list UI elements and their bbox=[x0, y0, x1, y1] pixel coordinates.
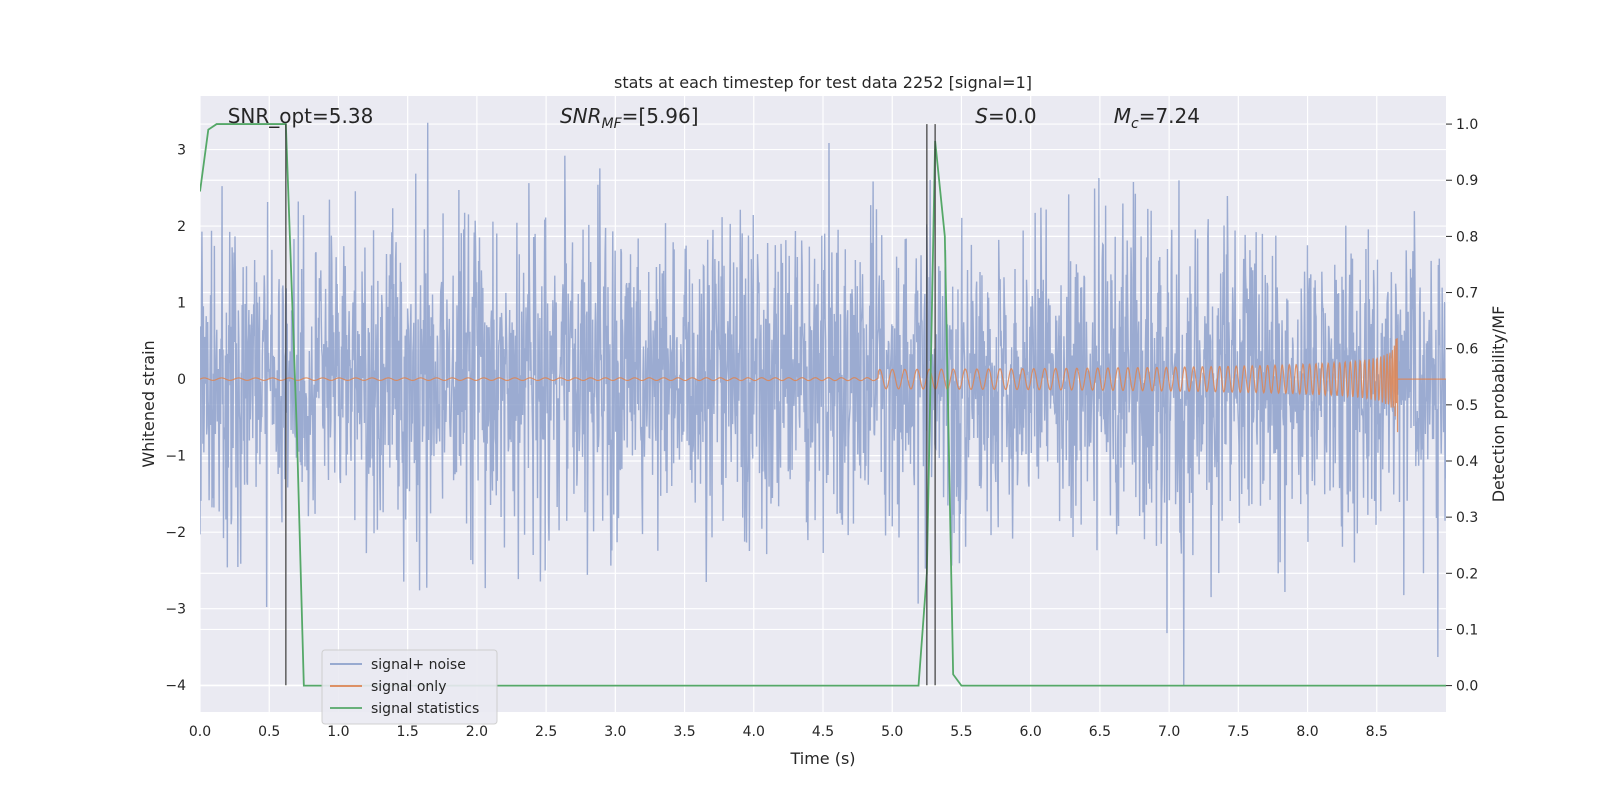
y-right-tick-label: 0.9 bbox=[1456, 173, 1478, 189]
y-right-tick-label: 0.5 bbox=[1456, 398, 1478, 414]
legend-label-statistics: signal statistics bbox=[371, 701, 479, 717]
y-axis-ticks: 3 2 1 0 −1 −2 −3 −4 bbox=[165, 143, 186, 695]
x-tick-label: 3.5 bbox=[673, 724, 695, 740]
y-tick-label: −4 bbox=[165, 678, 186, 694]
y-right-axis-label: Detection probability/MF bbox=[1489, 306, 1508, 503]
legend-label-noise: signal+ noise bbox=[371, 657, 466, 673]
x-tick-label: 0.0 bbox=[189, 724, 211, 740]
annotation-0: SNR_opt=5.38 bbox=[228, 104, 374, 128]
series-signal-noise bbox=[200, 122, 1446, 686]
annotation-2: S=0.0 bbox=[975, 104, 1036, 128]
y-axis-label: Whitened strain bbox=[139, 340, 158, 467]
y-tick-label: 1 bbox=[177, 296, 186, 312]
x-tick-label: 2.5 bbox=[535, 724, 557, 740]
vertical-lines bbox=[285, 124, 936, 686]
x-tick-label: 6.0 bbox=[1020, 724, 1042, 740]
y-right-tick-label: 0.8 bbox=[1456, 229, 1478, 245]
x-tick-label: 6.5 bbox=[1089, 724, 1111, 740]
y-right-tick-label: 0.3 bbox=[1456, 510, 1478, 526]
annotation-3: Mc=7.24 bbox=[1114, 104, 1200, 132]
y-tick-label: 0 bbox=[177, 372, 186, 388]
y-tick-label: 2 bbox=[177, 219, 186, 235]
series-signal-only bbox=[200, 338, 1446, 433]
x-tick-label: 8.5 bbox=[1366, 724, 1388, 740]
y-right-tick-label: 1.0 bbox=[1456, 117, 1478, 133]
chart-title: stats at each timestep for test data 225… bbox=[614, 73, 1032, 92]
y-tick-label: −2 bbox=[165, 525, 186, 541]
x-tick-label: 0.5 bbox=[258, 724, 280, 740]
y-right-tick-label: 0.1 bbox=[1456, 622, 1478, 638]
y-right-tick-label: 0.0 bbox=[1456, 679, 1478, 695]
legend-box bbox=[321, 649, 498, 725]
legend-label-signal: signal only bbox=[371, 679, 446, 695]
y-tick-label: 3 bbox=[177, 143, 186, 159]
y-right-axis-ticks: 1.0 0.9 0.8 0.7 0.6 0.5 0.4 0.3 0.2 0.1 0.0 bbox=[1446, 117, 1478, 695]
legend: signal+ noise signal only signal statist… bbox=[321, 649, 498, 725]
y-tick-label: −1 bbox=[165, 449, 186, 465]
y-right-tick-label: 0.7 bbox=[1456, 286, 1478, 302]
annotations: SNR_opt=5.38 SNRMF=[5.96] S=0.0 Mc=7.24 bbox=[228, 104, 1200, 132]
x-tick-label: 3.0 bbox=[604, 724, 626, 740]
x-axis-label: Time (s) bbox=[789, 749, 855, 768]
y-tick-label: −3 bbox=[165, 602, 186, 618]
y-right-tick-label: 0.2 bbox=[1456, 566, 1478, 582]
x-tick-label: 7.0 bbox=[1158, 724, 1180, 740]
x-tick-label: 5.5 bbox=[950, 724, 972, 740]
y-right-tick-label: 0.4 bbox=[1456, 454, 1478, 470]
y-right-tick-label: 0.6 bbox=[1456, 342, 1478, 358]
annotation-1: SNRMF=[5.96] bbox=[560, 104, 699, 132]
x-tick-label: 4.5 bbox=[812, 724, 834, 740]
x-tick-label: 1.0 bbox=[327, 724, 349, 740]
x-tick-label: 4.0 bbox=[743, 724, 765, 740]
x-tick-label: 8.0 bbox=[1296, 724, 1318, 740]
x-tick-label: 5.0 bbox=[881, 724, 903, 740]
x-tick-label: 1.5 bbox=[397, 724, 419, 740]
x-tick-label: 7.5 bbox=[1227, 724, 1249, 740]
x-axis-ticks: 0.0 0.5 1.0 1.5 2.0 2.5 3.0 3.5 4.0 4.5 5.0 5.5 6.0 6… bbox=[189, 724, 1388, 740]
x-tick-label: 2.0 bbox=[466, 724, 488, 740]
